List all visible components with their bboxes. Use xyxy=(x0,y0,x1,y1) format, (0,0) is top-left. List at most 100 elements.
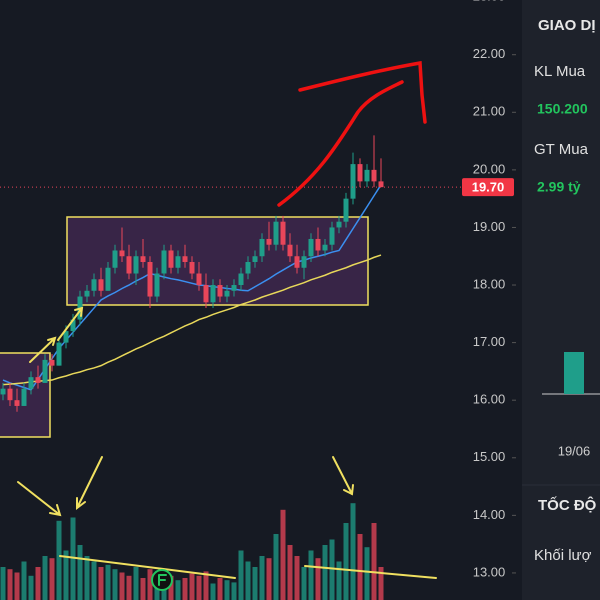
arrow xyxy=(332,456,354,496)
volume-bar xyxy=(42,556,48,600)
volume-bar xyxy=(126,575,132,600)
arrow xyxy=(76,456,103,510)
y-tick-label: 17.00 xyxy=(473,334,506,349)
candle-body xyxy=(252,256,258,262)
y-axis: 13.00 14.00 15.00 16.00 17.00 18.00 19.00 20.00… xyxy=(462,0,516,579)
volume-bar xyxy=(91,561,97,600)
candle-body xyxy=(21,388,27,406)
candle-body xyxy=(280,221,286,245)
candle-body xyxy=(56,342,62,366)
candle-body xyxy=(308,238,314,257)
volume-bar xyxy=(70,517,76,600)
volume-bar xyxy=(7,569,13,600)
volume-bar xyxy=(105,564,111,600)
volume-bar xyxy=(28,575,34,600)
volume-bar xyxy=(210,583,216,600)
y-tick-label: 23.00 xyxy=(473,0,506,4)
candle-body xyxy=(371,169,377,182)
candle-body xyxy=(336,221,342,228)
annotations xyxy=(17,60,437,591)
volume-bar xyxy=(154,580,160,600)
y-tick-label: 21.00 xyxy=(473,104,506,119)
y-tick-label: 22.00 xyxy=(473,46,506,61)
panel-title: GIAO DỊ xyxy=(538,17,596,34)
volume-bar xyxy=(224,580,230,600)
trend-line xyxy=(59,555,236,579)
volume-bar xyxy=(112,569,118,600)
volume-bar xyxy=(252,567,258,600)
volume-bar xyxy=(238,550,244,600)
candle-body xyxy=(42,359,48,383)
y-tick-label: 19.00 xyxy=(473,219,506,234)
candle-body xyxy=(378,181,384,188)
hand-arrow xyxy=(298,60,427,124)
candle-body xyxy=(364,169,370,182)
volume-bar xyxy=(217,578,223,600)
volume-bar xyxy=(0,567,6,600)
candle-body xyxy=(14,400,20,406)
volume-bar xyxy=(287,545,293,600)
arrow xyxy=(17,481,62,517)
volume-bar xyxy=(273,534,279,600)
volume-bar xyxy=(245,561,251,600)
candle-body xyxy=(91,279,97,291)
volume-bar xyxy=(189,573,195,600)
volume-bar xyxy=(49,558,55,600)
candle-body xyxy=(28,377,34,389)
volume-bar xyxy=(336,561,342,600)
candle-body xyxy=(35,377,41,383)
candle-body xyxy=(175,256,181,268)
label: GT Mua xyxy=(534,141,589,158)
volume-bar xyxy=(280,509,286,600)
volume-bar xyxy=(259,556,265,600)
volume-bar xyxy=(147,569,153,600)
volume-bar xyxy=(133,567,139,600)
value: 150.200 xyxy=(537,101,588,117)
candle-body xyxy=(238,273,244,286)
volume-bar xyxy=(203,571,209,600)
candle-body xyxy=(329,227,335,245)
arrow xyxy=(29,336,57,363)
y-tick-label: 13.00 xyxy=(473,564,506,579)
candle-body xyxy=(105,267,111,291)
candle-body xyxy=(245,261,251,274)
candle-body xyxy=(196,273,202,286)
candle-body xyxy=(168,250,174,268)
volume-bar xyxy=(357,534,363,600)
volume-bar xyxy=(140,578,146,600)
y-tick-label: 16.00 xyxy=(473,392,506,407)
candle-body xyxy=(343,198,349,222)
candle-body xyxy=(7,388,13,401)
volume-bar xyxy=(196,575,202,600)
plot xyxy=(0,135,462,600)
candle-body xyxy=(49,359,55,366)
date-label: 19/06 xyxy=(558,443,591,458)
last-price-label: 19.70 xyxy=(472,180,505,195)
volume-bar xyxy=(63,550,69,600)
candle-body xyxy=(0,388,6,395)
candle-body xyxy=(189,261,195,274)
candle-body xyxy=(133,256,139,274)
candle-body xyxy=(294,256,300,268)
candle-body xyxy=(350,164,356,199)
candle-body xyxy=(126,256,132,274)
volume-bar xyxy=(182,578,188,600)
volume-bar xyxy=(378,567,384,600)
candle-body xyxy=(119,250,125,257)
y-tick-label: 14.00 xyxy=(473,507,506,522)
candle-body xyxy=(357,164,363,182)
candle-body xyxy=(70,319,76,332)
candle-body xyxy=(203,285,209,303)
volume-bar xyxy=(231,582,237,600)
volume-bar xyxy=(77,545,83,600)
volume-bar xyxy=(56,520,62,600)
arrow xyxy=(57,306,84,341)
candle-body xyxy=(259,238,265,257)
y-tick-label: 18.00 xyxy=(473,276,506,291)
volume-bar xyxy=(21,561,27,600)
volume-bar xyxy=(322,545,328,600)
candle-body xyxy=(231,285,237,291)
candle-body xyxy=(182,256,188,262)
